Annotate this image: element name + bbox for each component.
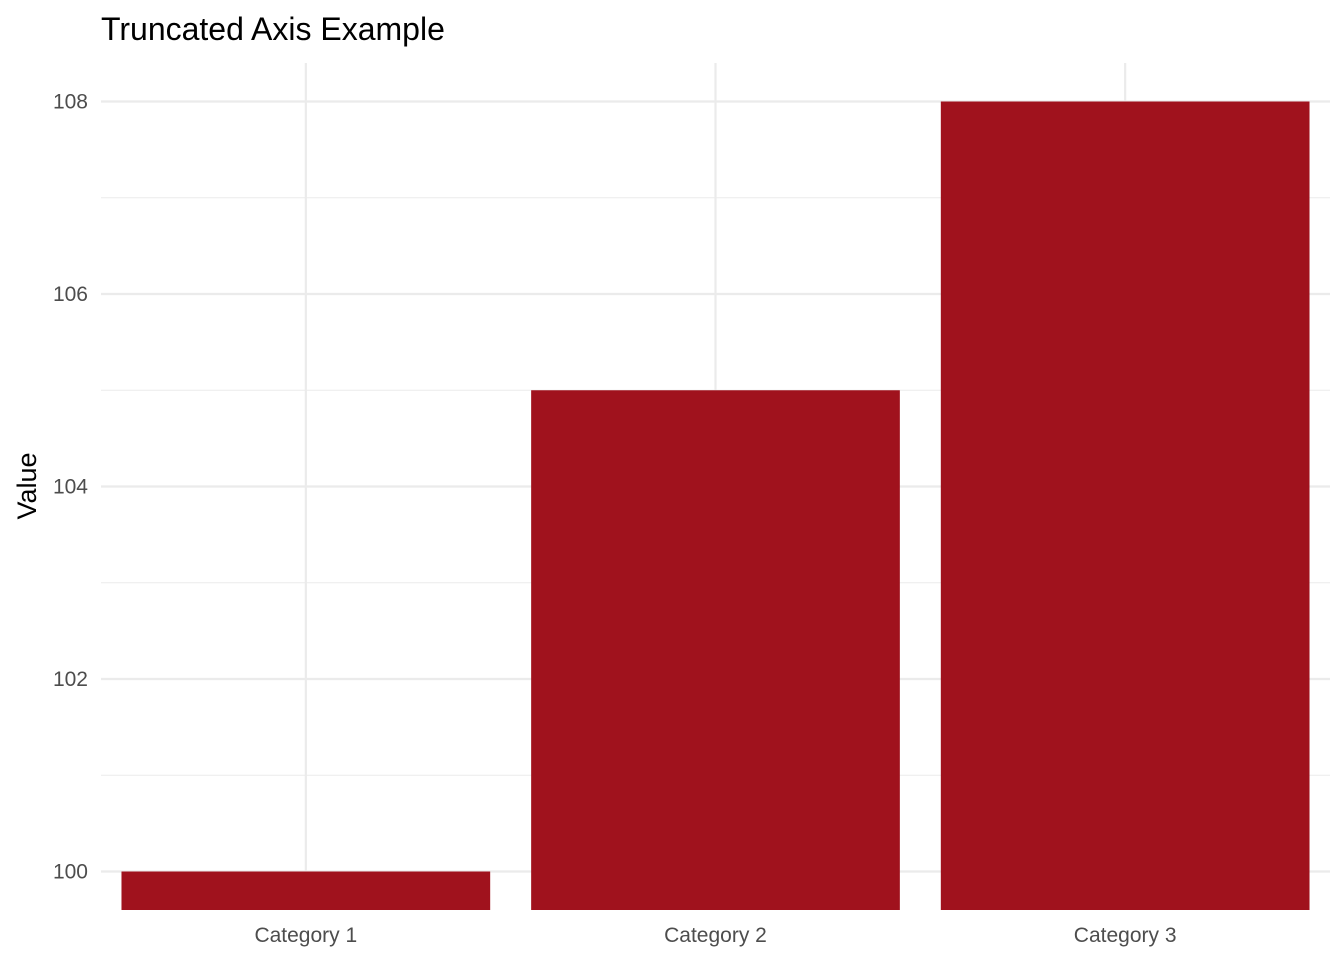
x-tick-label: Category 1	[254, 924, 357, 947]
x-axis-ticks: Category 1 Category 2 Category 3	[254, 924, 1176, 947]
y-tick-label: 100	[53, 861, 88, 884]
x-tick-label: Category 2	[664, 924, 767, 947]
chart-title: Truncated Axis Example	[101, 11, 445, 47]
y-axis-ticks: 100 102 104 106 108	[53, 91, 88, 884]
bar	[531, 390, 900, 910]
y-axis-label: Value	[12, 452, 42, 519]
bars	[121, 101, 1310, 910]
x-tick-label: Category 3	[1074, 924, 1177, 947]
y-tick-label: 104	[53, 476, 88, 499]
bar	[121, 871, 491, 910]
y-tick-label: 108	[53, 91, 88, 114]
y-tick-label: 106	[53, 283, 88, 306]
bar	[940, 101, 1310, 910]
y-tick-label: 102	[53, 668, 88, 691]
